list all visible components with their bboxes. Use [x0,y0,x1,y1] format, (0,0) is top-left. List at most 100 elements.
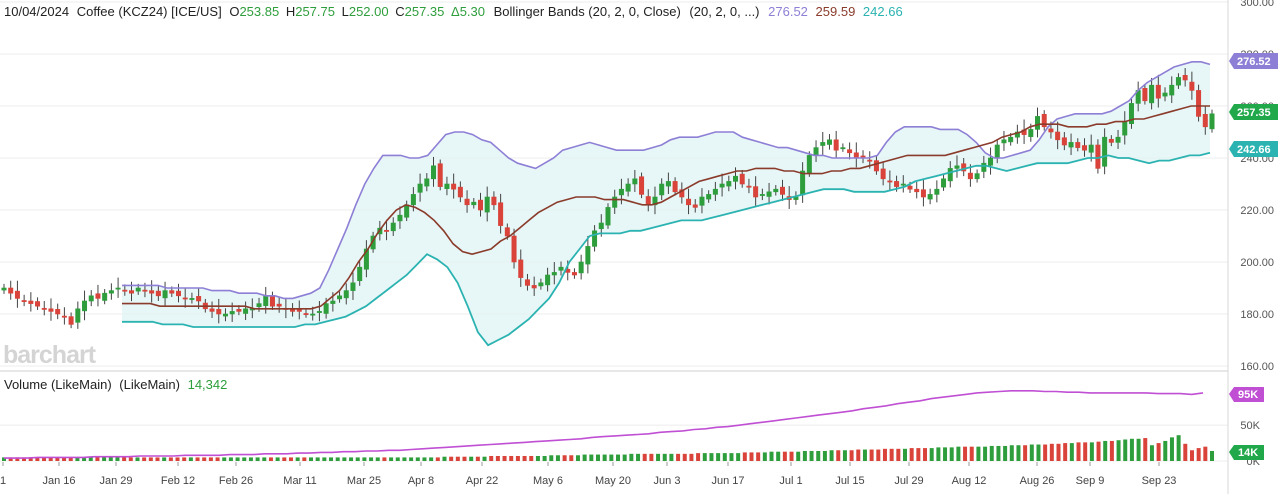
candle [363,240,369,278]
volume-bar [422,457,427,461]
candle-body [175,290,181,297]
candle-body [1115,136,1121,143]
candle-body [236,309,242,312]
volume-bar [1043,444,1048,461]
candle-body [592,230,598,247]
candle [1001,130,1007,151]
volume-bar [335,457,340,461]
candle-body [1122,121,1128,136]
volume-bar [562,455,567,461]
candle-body [571,272,577,276]
volume-bar [722,453,727,461]
badge-volume-ma-text: 95K [1238,389,1258,401]
candle [149,280,155,303]
candle [840,143,846,152]
barchart-logo: barchart [3,341,97,369]
candle [437,159,443,191]
candle-body [712,188,718,195]
candle-body [169,290,175,294]
volume-bar [555,455,560,461]
candle-body [1162,92,1168,97]
candle-body [8,287,14,294]
candle-body [994,144,1000,159]
volume-bar [409,457,414,461]
volume-bar [716,453,721,461]
legend-symbol: Coffee (KCZ24) [ICE/US] [77,4,222,19]
candle-body [659,183,665,196]
price-tick-label: 160.00 [1240,361,1274,373]
volume-legend-label: Volume (LikeMain) [4,377,112,392]
legend-bb-middle: 259.59 [816,4,856,19]
date-tick-label: 1 [0,475,6,487]
volume-bar [302,457,307,461]
volume-bar [622,454,627,461]
volume-bar [522,455,527,461]
candle [672,177,678,196]
volume-bar [68,457,73,461]
volume-bar [1210,450,1214,461]
candle-body [129,290,135,294]
volume-bar [168,457,173,461]
volume-bar [102,457,107,461]
volume-bar [1023,445,1028,461]
volume-bar [949,447,954,461]
volume-bar [429,457,434,461]
candle [1081,138,1087,157]
lower-band-line [122,151,1211,347]
candle [1068,133,1074,156]
volume-bar [742,452,747,461]
volume-bar [1196,448,1201,461]
date-tick-label: Sep 23 [1142,475,1177,487]
candle-body [618,188,624,196]
volume-bar [836,450,841,461]
volume-bar [415,457,420,461]
candle [531,276,537,296]
volume-bar [1056,443,1061,461]
candle [491,191,497,210]
date-tick-label: May 20 [595,475,631,487]
candle-body [598,222,604,230]
volume-bar [148,457,153,461]
candle [887,170,893,191]
date-tick-label: Sep 9 [1076,475,1105,487]
legend-close: 257.35 [405,4,445,19]
legend-low-label: L [342,4,349,19]
candle [686,188,692,215]
volume-bar [469,456,474,461]
candle [196,287,202,309]
volume-bar [1003,445,1008,461]
volume-bar [28,457,33,461]
candle [61,307,67,325]
badge-lower-text: 242.66 [1237,144,1271,156]
candle [927,188,933,205]
legend-study-params: (20, 2, 0, ...) [689,4,759,19]
volume-bar [602,454,607,461]
volume-bar [1156,443,1161,461]
volume-tick-label: 50K [1240,420,1260,432]
candle-body [686,198,692,206]
volume-bar [976,446,981,461]
candle [115,277,121,298]
date-tick-label: Apr 22 [466,475,498,487]
candle [384,219,390,241]
candle [558,261,564,276]
candle-body [1035,116,1041,130]
candle-body [873,160,879,172]
candle-body [927,194,933,200]
candle-body [1075,142,1081,148]
candle-body [330,300,336,304]
candle-body [1068,142,1074,148]
volume-bar [983,446,988,461]
volume-bar [929,448,934,461]
candle [954,155,960,178]
candle-body [988,157,994,166]
candle-body [920,189,926,198]
volume-bar [515,455,520,461]
volume-bar [689,453,694,461]
candle [464,190,470,213]
candle-body [679,189,685,198]
candle-body [914,188,920,193]
candle [612,189,618,214]
candle-body [28,300,34,304]
